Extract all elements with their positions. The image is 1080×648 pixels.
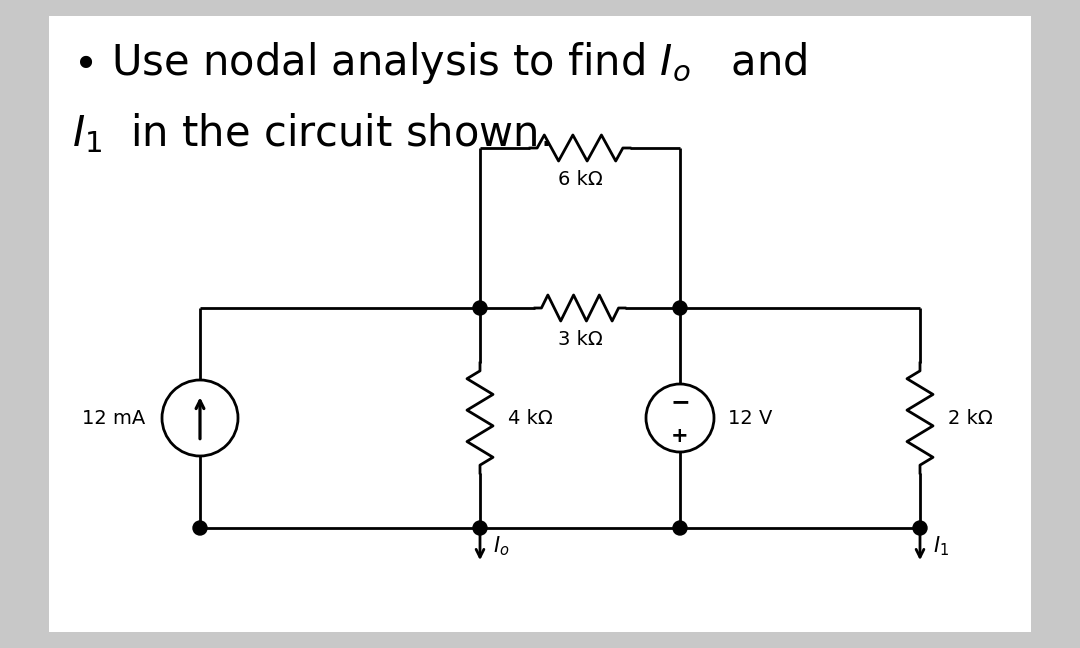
Text: 4 kΩ: 4 kΩ — [508, 408, 553, 428]
Circle shape — [473, 301, 487, 315]
Text: $\bullet$ Use nodal analysis to find $I_o$   and: $\bullet$ Use nodal analysis to find $I_… — [72, 40, 808, 86]
Circle shape — [193, 521, 207, 535]
Text: 12 V: 12 V — [728, 408, 772, 428]
Circle shape — [473, 521, 487, 535]
Text: 6 kΩ: 6 kΩ — [557, 170, 603, 189]
Text: 3 kΩ: 3 kΩ — [557, 330, 603, 349]
Circle shape — [673, 301, 687, 315]
Text: 2 kΩ: 2 kΩ — [948, 408, 993, 428]
Text: $I_o$: $I_o$ — [492, 535, 510, 559]
Text: $I_1$  in the circuit shown.: $I_1$ in the circuit shown. — [72, 111, 550, 155]
Circle shape — [913, 521, 927, 535]
Text: −: − — [670, 389, 690, 413]
Circle shape — [673, 521, 687, 535]
Text: $I_1$: $I_1$ — [933, 535, 949, 559]
Text: +: + — [671, 426, 689, 446]
Text: 12 mA: 12 mA — [82, 408, 145, 428]
